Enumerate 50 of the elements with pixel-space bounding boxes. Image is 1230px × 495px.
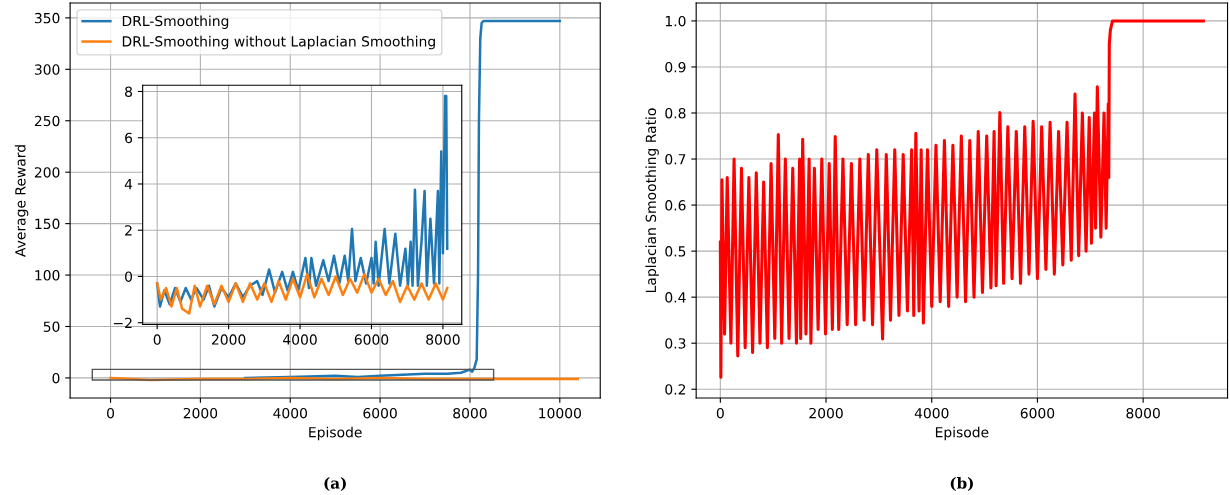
x-axis-title: Episode xyxy=(935,426,989,441)
x-tick-label: 4000 xyxy=(914,407,949,419)
x-tick-label: 2000 xyxy=(183,407,218,419)
y-tick-label: 0 xyxy=(52,372,60,384)
y-tick-label: 300 xyxy=(34,64,60,75)
y-tick-label: 0.8 xyxy=(665,107,686,119)
x-tick-label: 2000 xyxy=(211,334,246,345)
y-tick-label: 0.5 xyxy=(665,246,686,257)
x-tick-label: 8000 xyxy=(1126,407,1160,419)
y-tick-label: 0.3 xyxy=(665,338,686,349)
text: (b) xyxy=(950,476,973,491)
x-tick-label: 0 xyxy=(716,407,724,419)
y-tick-label: 350 xyxy=(34,12,60,24)
x-tick-label: 8000 xyxy=(426,334,460,345)
y-tick-label: 0.4 xyxy=(665,292,686,303)
y-tick-label: 0.2 xyxy=(665,384,686,395)
y-tick-label: 0.7 xyxy=(665,154,686,165)
line-series xyxy=(718,19,1205,379)
y-axis-title: Laplacian Smoothing Ratio xyxy=(645,108,659,293)
y-tick-label: 50 xyxy=(43,321,60,332)
x-tick-label: 6000 xyxy=(1020,407,1055,419)
x-axis-title: Episode xyxy=(309,426,362,441)
y-tick-label: 4 xyxy=(124,179,133,190)
x-tick-label: 6000 xyxy=(363,407,397,419)
x-tick-label: 0 xyxy=(153,334,161,345)
x-tick-label: 2000 xyxy=(809,407,843,419)
y-tick-label: 1.0 xyxy=(665,15,686,27)
y-tick-label: 0 xyxy=(125,271,133,282)
legend-label: DRL-Smoothing xyxy=(122,15,229,29)
y-tick-label: −2 xyxy=(113,317,132,328)
x-tick-label: 8000 xyxy=(453,407,487,419)
y-tick-label: 100 xyxy=(35,270,60,281)
legend-label: DRL-Smoothing without Laplacian Smoothing xyxy=(122,35,435,50)
y-tick-label: 200 xyxy=(34,167,60,178)
y-tick-label: 2 xyxy=(125,225,132,236)
y-tick-label: 0.9 xyxy=(665,61,686,73)
x-tick-label: 4000 xyxy=(273,407,307,419)
y-tick-label: 8 xyxy=(125,86,133,97)
y-tick-label: 250 xyxy=(34,115,60,127)
line-series xyxy=(155,94,449,308)
x-tick-label: 10000 xyxy=(539,407,581,419)
line-series xyxy=(155,272,449,315)
y-tick-label: 6 xyxy=(125,132,133,144)
text: (a) xyxy=(324,476,346,491)
x-tick-label: 0 xyxy=(107,407,115,419)
y-tick-label: 150 xyxy=(35,218,60,230)
y-tick-label: 0.6 xyxy=(665,200,686,211)
x-tick-label: 6000 xyxy=(354,334,389,345)
y-axis-title: Average Reward xyxy=(14,145,29,257)
x-tick-label: 4000 xyxy=(283,334,317,345)
